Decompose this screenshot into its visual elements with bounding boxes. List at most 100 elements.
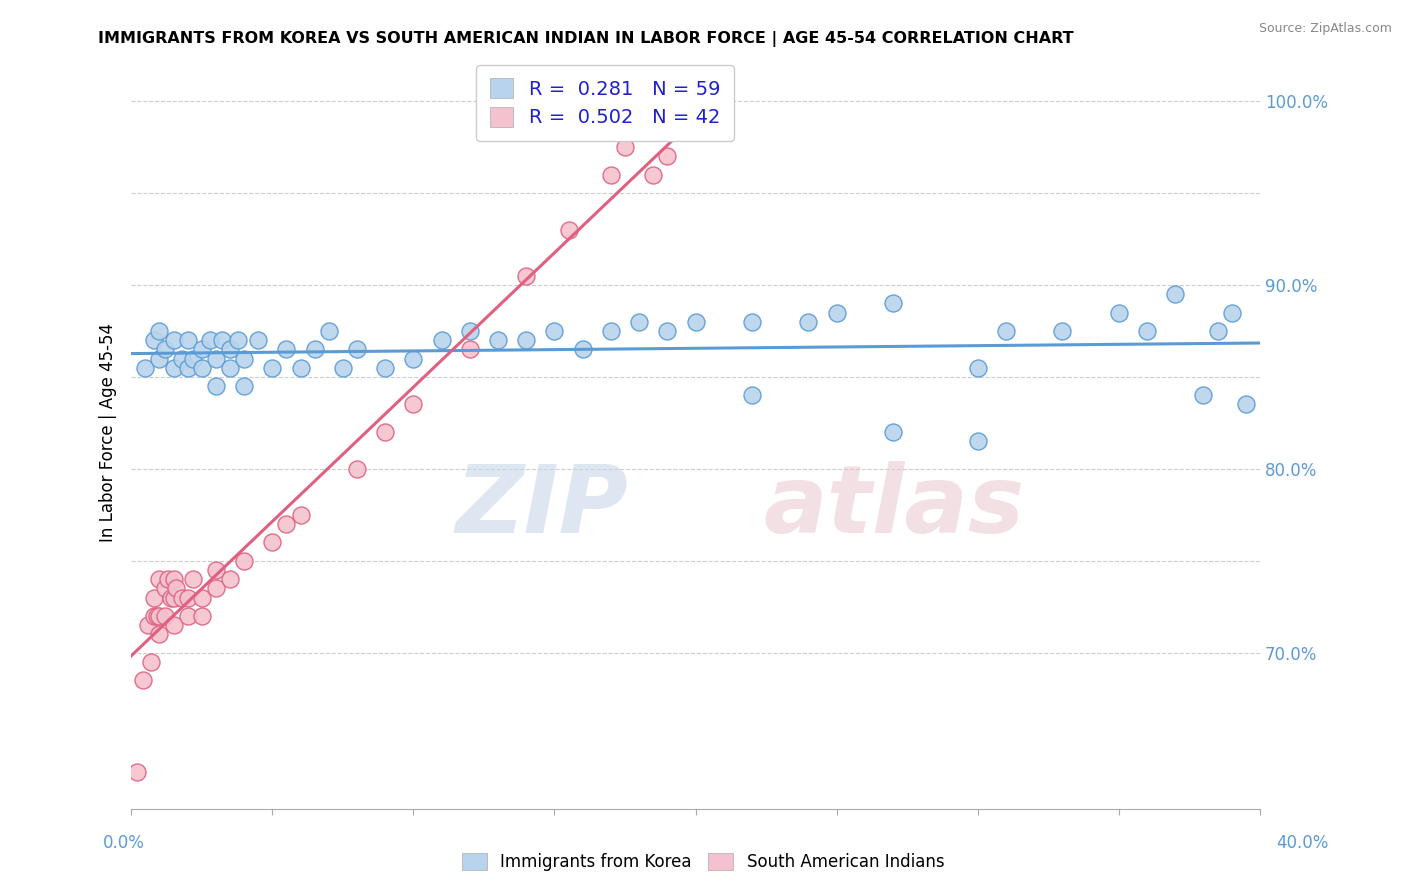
Point bbox=[233, 379, 256, 393]
Point bbox=[162, 618, 184, 632]
Point bbox=[1052, 324, 1074, 338]
Point bbox=[994, 324, 1017, 338]
Point bbox=[557, 223, 579, 237]
Point bbox=[176, 360, 198, 375]
Point bbox=[1220, 305, 1243, 319]
Point bbox=[882, 296, 904, 310]
Point bbox=[458, 343, 481, 357]
Point bbox=[125, 765, 148, 780]
Point bbox=[156, 572, 179, 586]
Point bbox=[153, 343, 176, 357]
Point bbox=[318, 324, 340, 338]
Point bbox=[1136, 324, 1159, 338]
Point bbox=[148, 627, 170, 641]
Point bbox=[211, 333, 233, 347]
Point bbox=[153, 609, 176, 624]
Point bbox=[219, 572, 242, 586]
Point bbox=[219, 343, 242, 357]
Point bbox=[290, 360, 312, 375]
Point bbox=[1206, 324, 1229, 338]
Point bbox=[205, 379, 228, 393]
Point bbox=[200, 333, 222, 347]
Text: 0.0%: 0.0% bbox=[103, 834, 145, 852]
Point bbox=[402, 397, 425, 411]
Point bbox=[643, 168, 665, 182]
Point bbox=[346, 462, 368, 476]
Point bbox=[685, 315, 707, 329]
Point bbox=[162, 333, 184, 347]
Point bbox=[170, 591, 193, 605]
Point bbox=[162, 360, 184, 375]
Point bbox=[600, 324, 623, 338]
Point bbox=[247, 333, 270, 347]
Point bbox=[1108, 305, 1130, 319]
Point bbox=[142, 591, 165, 605]
Point bbox=[181, 572, 204, 586]
Point bbox=[685, 103, 707, 118]
Point bbox=[657, 149, 679, 163]
Point bbox=[148, 572, 170, 586]
Text: ZIP: ZIP bbox=[456, 461, 628, 553]
Point bbox=[374, 425, 396, 439]
Point bbox=[145, 609, 167, 624]
Point bbox=[966, 360, 988, 375]
Point bbox=[966, 434, 988, 449]
Point bbox=[136, 618, 159, 632]
Point bbox=[176, 591, 198, 605]
Point bbox=[181, 351, 204, 366]
Point bbox=[276, 343, 298, 357]
Text: 40.0%: 40.0% bbox=[1277, 834, 1329, 852]
Point bbox=[262, 360, 284, 375]
Point bbox=[402, 351, 425, 366]
Point bbox=[332, 360, 354, 375]
Point bbox=[430, 333, 453, 347]
Point bbox=[1164, 287, 1187, 301]
Point bbox=[134, 360, 156, 375]
Point bbox=[614, 140, 637, 154]
Point bbox=[148, 324, 170, 338]
Point bbox=[162, 572, 184, 586]
Point bbox=[205, 351, 228, 366]
Point bbox=[191, 591, 214, 605]
Point bbox=[628, 315, 651, 329]
Point bbox=[148, 351, 170, 366]
Point bbox=[515, 268, 537, 283]
Point bbox=[139, 655, 162, 669]
Point bbox=[176, 333, 198, 347]
Point bbox=[825, 305, 848, 319]
Point bbox=[571, 343, 593, 357]
Point bbox=[374, 360, 396, 375]
Point bbox=[191, 360, 214, 375]
Point bbox=[153, 582, 176, 596]
Point bbox=[290, 508, 312, 522]
Point bbox=[191, 343, 214, 357]
Point bbox=[233, 351, 256, 366]
Point bbox=[486, 333, 509, 347]
Point bbox=[228, 333, 250, 347]
Point bbox=[142, 333, 165, 347]
Point bbox=[205, 582, 228, 596]
Point bbox=[205, 563, 228, 577]
Point bbox=[276, 516, 298, 531]
Point bbox=[176, 609, 198, 624]
Point bbox=[165, 582, 187, 596]
Point bbox=[797, 315, 820, 329]
Point bbox=[600, 168, 623, 182]
Point bbox=[304, 343, 326, 357]
Point bbox=[346, 343, 368, 357]
Point bbox=[515, 333, 537, 347]
Point bbox=[170, 351, 193, 366]
Point bbox=[191, 609, 214, 624]
Point bbox=[458, 324, 481, 338]
Point bbox=[142, 609, 165, 624]
Point bbox=[233, 554, 256, 568]
Point bbox=[219, 360, 242, 375]
Legend: R =  0.281   N = 59, R =  0.502   N = 42: R = 0.281 N = 59, R = 0.502 N = 42 bbox=[477, 65, 734, 141]
Point bbox=[159, 591, 181, 605]
Point bbox=[262, 535, 284, 549]
Text: Source: ZipAtlas.com: Source: ZipAtlas.com bbox=[1258, 22, 1392, 36]
Point bbox=[543, 324, 565, 338]
Point bbox=[741, 315, 763, 329]
Point bbox=[148, 609, 170, 624]
Legend: Immigrants from Korea, South American Indians: Immigrants from Korea, South American In… bbox=[454, 845, 952, 880]
